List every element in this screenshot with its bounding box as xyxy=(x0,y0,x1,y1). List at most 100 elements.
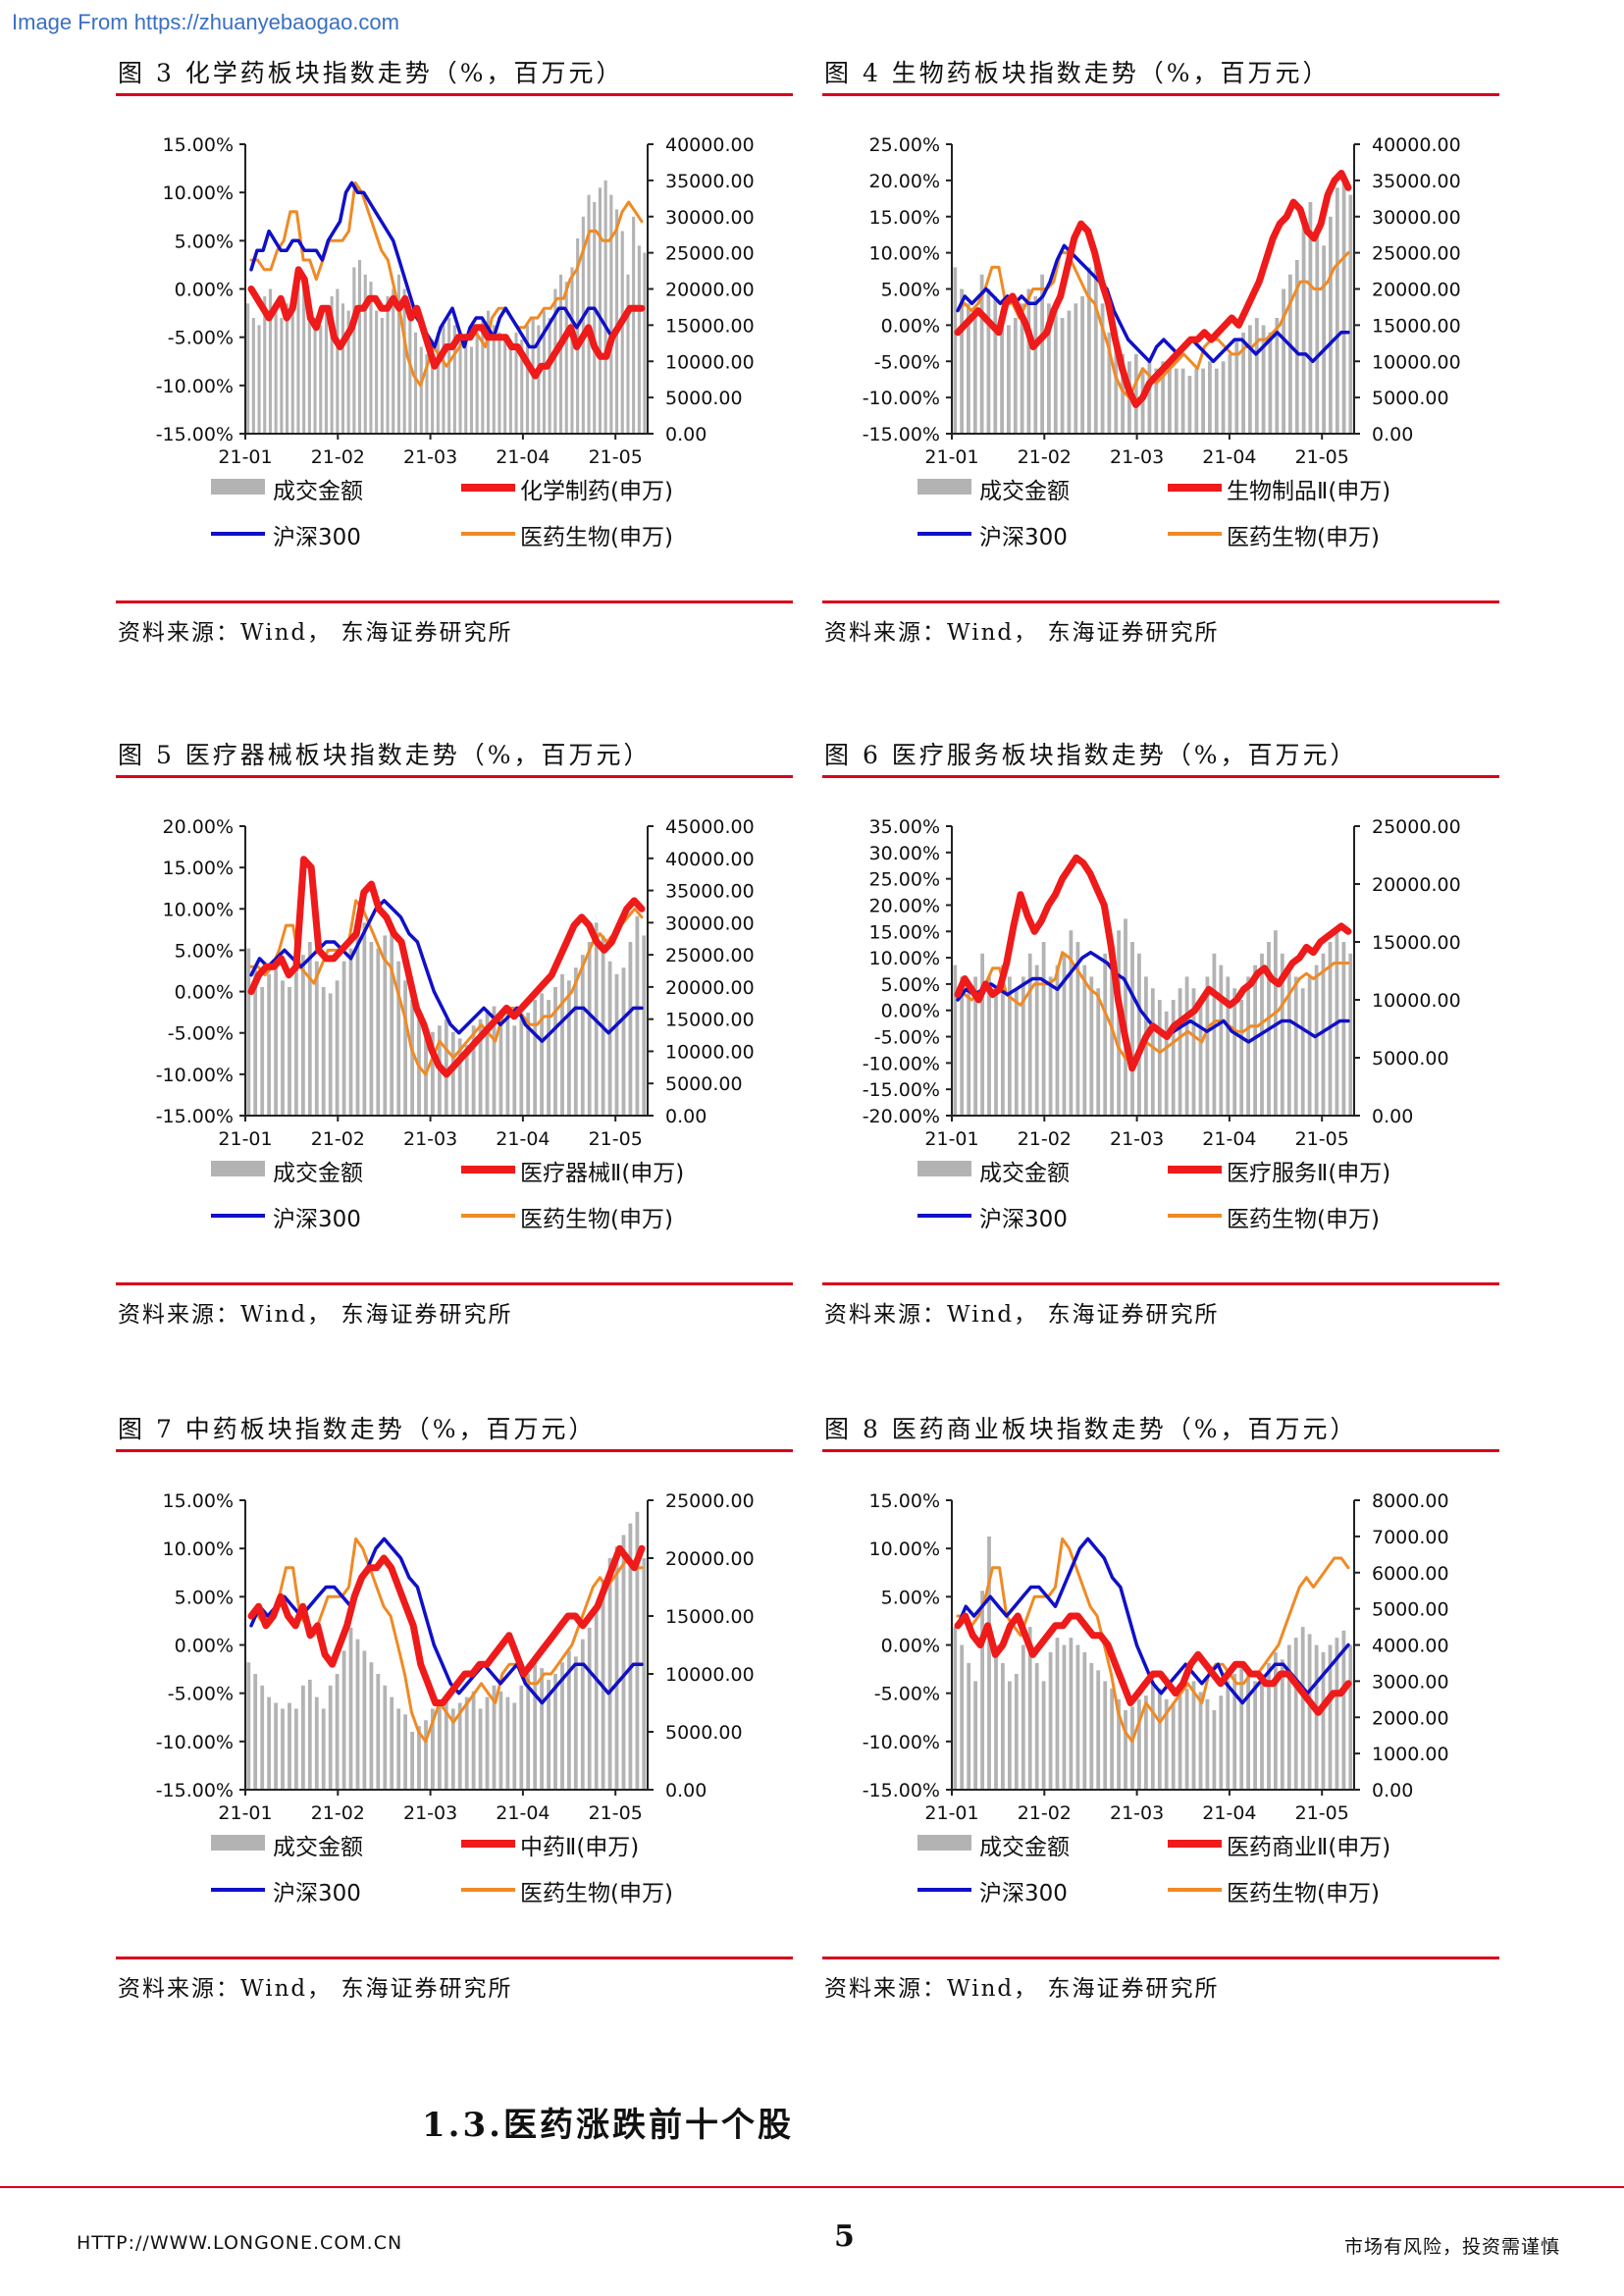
right-tick-label: 0.00 xyxy=(665,1780,707,1801)
right-tick-label: 4000.00 xyxy=(1372,1636,1449,1657)
volume-bar xyxy=(1089,976,1094,1116)
volume-bar xyxy=(553,1674,557,1790)
volume-bar xyxy=(307,1679,312,1790)
volume-bar xyxy=(615,209,619,434)
right-tick-label: 25000.00 xyxy=(665,243,755,265)
volume-bar xyxy=(444,1018,448,1116)
volume-bar xyxy=(246,1662,251,1790)
volume-bar xyxy=(967,988,971,1116)
volume-bar xyxy=(328,993,333,1116)
right-tick-label: 15000.00 xyxy=(1372,932,1461,954)
right-tick-label: 20000.00 xyxy=(665,1548,755,1570)
volume-bar xyxy=(1322,245,1326,435)
right-tick-label: 25000.00 xyxy=(1372,816,1461,838)
volume-bar xyxy=(1144,1696,1148,1790)
volume-bar xyxy=(464,1696,469,1790)
legend-hs300-label: 沪深300 xyxy=(273,1207,361,1232)
watermark-link[interactable]: Image From https://zhuanyebaogao.com xyxy=(12,10,399,34)
x-tick-label: 21-05 xyxy=(589,1128,643,1150)
volume-bar xyxy=(1103,1681,1108,1790)
volume-bar xyxy=(260,986,265,1116)
figure-title: 图 5 医疗器械板块指数走势（%，百万元） xyxy=(118,741,652,769)
volume-bar xyxy=(979,274,984,435)
left-tick-label: 5.00% xyxy=(881,280,940,301)
chart-svg: 15.00% 10.00% 5.00% 0.00% -5.00% -10.00% -15.0… xyxy=(863,1490,1449,1906)
volume-bar xyxy=(330,295,334,434)
volume-bar xyxy=(290,295,294,434)
right-tick-label: 7000.00 xyxy=(1372,1527,1449,1548)
volume-bar xyxy=(1228,353,1232,434)
volume-bar xyxy=(1082,1651,1087,1790)
legend-sector-label: 医疗器械Ⅱ(申万) xyxy=(520,1161,684,1186)
right-tick-label: 10000.00 xyxy=(665,1041,755,1063)
volume-bar xyxy=(1048,1651,1053,1790)
volume-bar xyxy=(1294,260,1299,434)
x-tick-label: 21-04 xyxy=(496,446,550,468)
volume-bar xyxy=(635,1511,640,1790)
volume-bar xyxy=(1248,325,1252,434)
x-tick-label: 21-03 xyxy=(403,1128,457,1150)
volume-bar xyxy=(402,288,406,434)
volume-bar xyxy=(1308,202,1313,434)
volume-bar xyxy=(251,318,255,434)
volume-bar xyxy=(994,1644,998,1790)
volume-bar xyxy=(498,1691,503,1790)
volume-bar xyxy=(1201,368,1205,434)
volume-bar xyxy=(973,1681,977,1790)
title-rule xyxy=(116,775,793,778)
volume-bar xyxy=(341,303,344,435)
volume-bar xyxy=(246,303,250,435)
volume-bar xyxy=(253,967,258,1116)
volume-bar xyxy=(274,310,278,434)
volume-bar xyxy=(533,1000,538,1116)
volume-bar xyxy=(1069,1638,1074,1790)
volume-bar xyxy=(1069,930,1074,1116)
volume-bar xyxy=(314,961,319,1116)
volume-bar xyxy=(296,282,300,434)
volume-bar xyxy=(1315,231,1320,434)
volume-bar xyxy=(1268,332,1273,435)
volume-bar xyxy=(431,339,435,434)
volume-bar xyxy=(450,1708,455,1790)
legend-hs300-label: 沪深300 xyxy=(979,525,1068,550)
x-tick-label: 21-02 xyxy=(1018,1802,1072,1824)
volume-bar xyxy=(533,1662,538,1790)
volume-bar xyxy=(321,1708,326,1790)
source-rule xyxy=(116,1282,793,1285)
right-tick-label: 0.00 xyxy=(665,424,707,445)
volume-bar xyxy=(369,1662,374,1790)
risk-note: 市场有风险，投资需谨慎 xyxy=(1344,2236,1561,2258)
volume-bar xyxy=(1241,332,1245,435)
volume-bar xyxy=(1161,361,1165,435)
figure-title: 图 4 生物药板块指数走势（%，百万元） xyxy=(824,59,1331,87)
volume-bar xyxy=(1168,361,1172,435)
volume-bar xyxy=(1013,318,1018,434)
volume-bar xyxy=(1114,346,1119,434)
volume-bar xyxy=(987,1536,991,1790)
footer-url[interactable]: HTTP://WWW.LONGONE.COM.CN xyxy=(77,2232,403,2254)
volume-bar xyxy=(1041,1681,1046,1790)
volume-bar xyxy=(973,976,977,1116)
volume-bar xyxy=(1214,368,1219,434)
sector-series-line xyxy=(954,1612,1352,1716)
volume-bar xyxy=(1253,965,1257,1116)
legend-pharma-label: 医药生物(申万) xyxy=(1227,525,1380,550)
volume-bar xyxy=(1075,942,1080,1116)
legend-volume-label: 成交金额 xyxy=(979,479,1070,504)
volume-bar xyxy=(324,310,328,434)
volume-bar xyxy=(288,986,291,1116)
volume-bar xyxy=(335,980,340,1116)
left-tick-label: -15.00% xyxy=(863,1079,940,1101)
left-tick-label: 0.00% xyxy=(175,280,234,301)
volume-bar xyxy=(1157,1688,1162,1791)
volume-bar xyxy=(1191,1681,1196,1790)
right-tick-label: 20000.00 xyxy=(665,280,755,301)
left-tick-label: 0.00% xyxy=(175,1636,234,1657)
left-tick-label: 30.00% xyxy=(869,843,940,864)
volume-bar xyxy=(419,346,423,434)
volume-bar xyxy=(609,194,613,434)
sector-series-line xyxy=(954,170,1352,408)
volume-bar xyxy=(1137,1698,1141,1790)
volume-bar xyxy=(1198,1692,1203,1790)
volume-bar xyxy=(1254,318,1259,434)
